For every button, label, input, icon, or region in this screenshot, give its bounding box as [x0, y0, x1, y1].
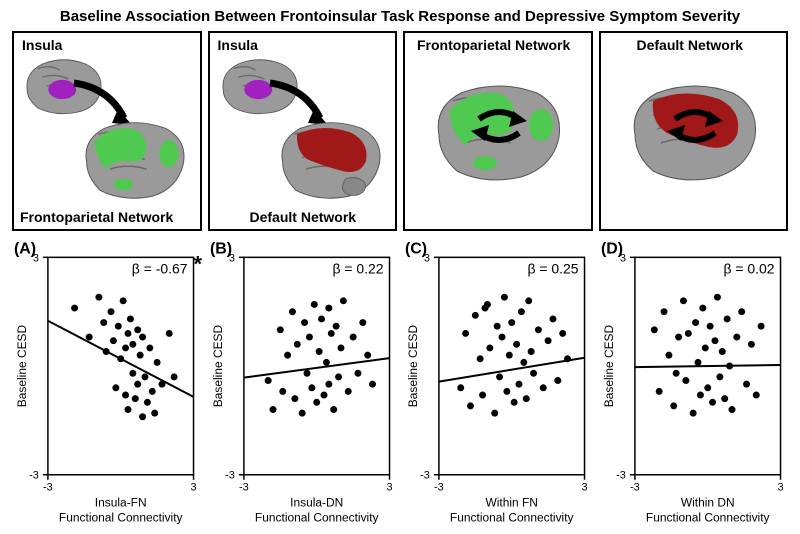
svg-text:3: 3 [190, 482, 196, 494]
scatter-panel-b: -33-33β = 0.22(B)Baseline CESDInsula-DNF… [208, 239, 398, 529]
svg-text:(B): (B) [209, 240, 231, 257]
svg-text:Within DN: Within DN [680, 496, 734, 510]
scatter-panels-row: -3 3 -3 3 β = -0.67 * (A) Baseline CESD Insula-F… [12, 239, 788, 529]
svg-text:3: 3 [777, 482, 783, 494]
svg-text:(A): (A) [14, 240, 36, 257]
svg-text:-3: -3 [225, 470, 235, 482]
brain-panel-fn: Frontoparietal Network [403, 31, 593, 231]
svg-text:(C): (C) [405, 240, 427, 257]
svg-text:-3: -3 [420, 470, 430, 482]
svg-text:-3: -3 [630, 482, 640, 494]
brain-panels-row: Insula Frontoparietal Network Insula [12, 31, 788, 231]
svg-text:Baseline CESD: Baseline CESD [210, 324, 224, 407]
brain-panel-dn: Default Network [599, 31, 789, 231]
svg-text:Within FN: Within FN [485, 496, 537, 510]
panel-label: Default Network [637, 37, 744, 53]
panel-label: Frontoparietal Network [417, 37, 570, 53]
scatter-panel-d: -33-33β = 0.02(D)Baseline CESDWithin DNF… [599, 239, 789, 529]
svg-text:Functional Connectivity: Functional Connectivity [450, 511, 574, 525]
panel-label: Default Network [250, 209, 357, 225]
svg-text:Insula-DN: Insula-DN [290, 496, 343, 510]
figure-container: Baseline Association Between Frontoinsul… [0, 0, 800, 533]
svg-text:-3: -3 [43, 482, 53, 494]
svg-text:*: * [194, 251, 202, 276]
svg-text:(D): (D) [600, 240, 622, 257]
svg-text:Baseline CESD: Baseline CESD [601, 324, 615, 407]
panel-label: Frontoparietal Network [20, 209, 173, 225]
svg-text:β = 0.02: β = 0.02 [723, 260, 774, 276]
svg-text:-3: -3 [29, 470, 39, 482]
scatter-panel-c: -33-33β = 0.25(C)Baseline CESDWithin FNF… [403, 239, 593, 529]
brain-dn-large [272, 113, 390, 205]
svg-text:Functional Connectivity: Functional Connectivity [59, 511, 183, 525]
scatter-plot: -33-33β = 0.25(C)Baseline CESDWithin FNF… [403, 239, 593, 529]
svg-text:Baseline CESD: Baseline CESD [406, 324, 420, 407]
brain-panel-insula-fn: Insula Frontoparietal Network [12, 31, 202, 231]
svg-text:3: 3 [581, 482, 587, 494]
scatter-plot: -33-33β = 0.02(D)Baseline CESDWithin DNF… [599, 239, 789, 529]
svg-text:-3: -3 [616, 470, 626, 482]
brain-panel-insula-dn: Insula Default Network [208, 31, 398, 231]
brain-dn-self [623, 75, 768, 190]
svg-text:Functional Connectivity: Functional Connectivity [254, 511, 378, 525]
figure-title: Baseline Association Between Frontoinsul… [12, 8, 788, 25]
svg-text:Insula-FN: Insula-FN [95, 496, 147, 510]
scatter-panel-a: -33-33β = -0.67*(A)Baseline CESDInsula-F… [12, 239, 202, 529]
svg-text:β = -0.67: β = -0.67 [132, 260, 188, 276]
scatter-plot: -33-33β = -0.67*(A)Baseline CESDInsula-F… [12, 239, 202, 529]
brain-fn-self [427, 75, 572, 190]
svg-text:3: 3 [386, 482, 392, 494]
svg-text:Baseline CESD: Baseline CESD [15, 324, 29, 407]
scatter-plot: -33-33β = 0.22(B)Baseline CESDInsula-DNF… [208, 239, 398, 529]
svg-text:Functional Connectivity: Functional Connectivity [645, 511, 769, 525]
svg-text:β = 0.25: β = 0.25 [527, 260, 578, 276]
svg-text:-3: -3 [434, 482, 444, 494]
brain-fn-large [76, 113, 194, 205]
svg-text:β = 0.22: β = 0.22 [332, 260, 383, 276]
svg-text:-3: -3 [239, 482, 249, 494]
